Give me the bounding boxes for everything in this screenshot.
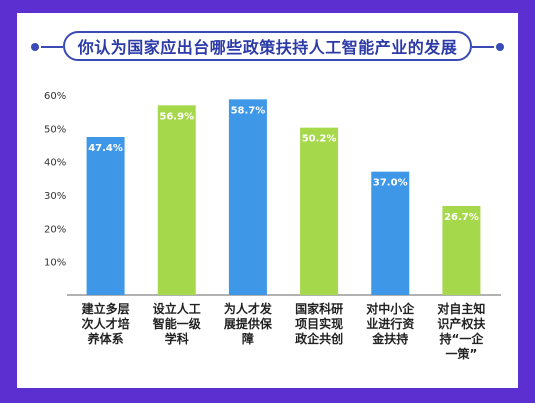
category-label: 学科	[165, 331, 189, 346]
category-label: 业进行资	[366, 316, 414, 331]
title-right-dot	[496, 43, 504, 51]
title-left-line	[41, 46, 63, 48]
chart-title: 你认为国家应出台哪些政策扶持人工智能产业的发展	[77, 38, 458, 57]
category-label: 一策”	[445, 346, 477, 361]
data-label: 26.7%	[444, 212, 479, 223]
category-label: 展提供保	[224, 316, 273, 331]
category-label: 持“一企	[439, 331, 484, 346]
data-label: 37.0%	[373, 178, 408, 189]
bar	[228, 99, 267, 295]
bar	[157, 105, 196, 295]
category-label: 设立人工	[153, 301, 201, 316]
bar	[86, 137, 125, 295]
category-label: 次人才培	[82, 316, 130, 331]
chart-card: 你认为国家应出台哪些政策扶持人工智能产业的发展 10% 20% 30% 40% 50% 6…	[17, 13, 518, 388]
data-label: 50.2%	[302, 134, 337, 145]
y-tick-label: 30%	[44, 191, 66, 202]
category-label: 建立多层	[81, 301, 130, 316]
category-label: 金扶持	[371, 331, 408, 346]
category-label: 为人才发	[224, 301, 273, 316]
y-tick-label: 60%	[44, 91, 66, 102]
category-label: 智能一级	[152, 316, 201, 331]
title-pill: 你认为国家应出台哪些政策扶持人工智能产业的发展	[63, 31, 472, 61]
data-label: 47.4%	[88, 143, 123, 154]
category-label: 养体系	[87, 331, 124, 346]
title-right-line	[472, 46, 494, 48]
category-label: 政企共创	[295, 331, 343, 346]
data-label: 56.9%	[159, 111, 194, 122]
data-label: 58.7%	[231, 105, 266, 116]
category-label: 障	[242, 331, 254, 346]
y-tick-label: 20%	[44, 224, 66, 235]
category-label: 识产权扶	[437, 316, 486, 331]
y-tick-label: 50%	[44, 124, 66, 135]
title-banner: 你认为国家应出台哪些政策扶持人工智能产业的发展	[17, 13, 518, 73]
category-label: 对中小企	[366, 301, 415, 316]
category-label: 国家科研	[295, 301, 343, 316]
category-label: 对自主知	[437, 301, 485, 316]
bar	[300, 127, 339, 296]
bar	[371, 171, 410, 295]
bar	[442, 206, 481, 295]
y-tick-label: 40%	[44, 158, 66, 169]
y-tick-label: 10%	[44, 258, 66, 269]
category-label: 项目实现	[295, 316, 343, 331]
title-left-dot	[31, 43, 39, 51]
